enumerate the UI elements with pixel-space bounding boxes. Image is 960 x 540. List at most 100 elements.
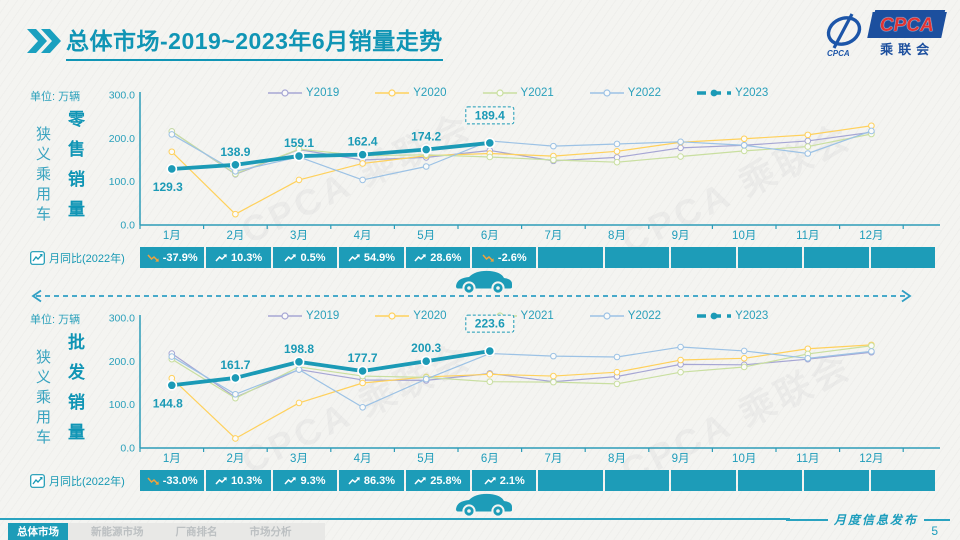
y-tick-label: 300.0 <box>109 90 135 102</box>
legend-item-Y2022: Y2022 <box>589 87 661 99</box>
unit-label: 单位: 万辆 <box>30 91 81 103</box>
yoy-cell <box>538 247 603 268</box>
x-tick-label: 8月 <box>608 230 626 242</box>
data-point-Y2020 <box>232 210 239 218</box>
yoy-cell: -37.9% <box>140 247 205 268</box>
data-point-Y2021 <box>486 153 494 161</box>
chart-legend: Y2019 Y2020 Y2021 Y2022 Y2023 <box>268 87 768 99</box>
yoy-label: 月同比(2022年) <box>49 252 125 265</box>
data-point-Y2021 <box>613 380 621 388</box>
data-point-Y2019 <box>804 137 812 145</box>
data-point-Y2022 <box>613 140 621 148</box>
data-point-Y2023 <box>357 149 368 161</box>
trend-up-icon <box>484 476 496 484</box>
yoy-cell <box>604 247 670 268</box>
x-tick-label: 9月 <box>672 453 690 465</box>
x-tick-label: 6月 <box>481 453 499 465</box>
data-label: 144.8 <box>153 396 183 410</box>
data-label: 174.2 <box>411 130 441 144</box>
data-point-Y2021 <box>677 153 684 160</box>
measure-vertical-label: 批发销量 <box>65 333 84 453</box>
data-label: 198.8 <box>284 342 314 356</box>
data-point-Y2021 <box>550 378 557 386</box>
legend-swatch <box>482 89 517 97</box>
yoy-value: -37.9% <box>162 251 198 264</box>
data-label: 200.3 <box>411 341 441 355</box>
yoy-cell <box>804 247 869 268</box>
trend-down-icon <box>147 477 159 485</box>
data-point-Y2022 <box>868 348 875 355</box>
yoy-cell <box>671 470 736 491</box>
legend-label: Y2019 <box>306 87 340 99</box>
trend-chart-icon <box>30 473 45 488</box>
y-tick-label: 0.0 <box>120 220 135 232</box>
legend-label: Y2021 <box>520 87 554 99</box>
data-label: 162.4 <box>348 135 378 149</box>
legend-label: Y2023 <box>735 87 769 99</box>
cpca-logo: CPCA CPCA 乘联会 <box>821 11 947 59</box>
data-point-Y2023 <box>484 137 496 149</box>
trend-down-icon <box>147 254 159 262</box>
series-line-Y2021 <box>171 345 872 399</box>
x-tick-label: 6月 <box>481 230 499 242</box>
category-vertical-label: 狭义乘用车 <box>34 349 51 449</box>
data-point-Y2022 <box>613 353 621 361</box>
yoy-value: 28.6% <box>430 251 462 264</box>
data-point-Y2020 <box>168 148 176 156</box>
logo-brand-cn: 乘联会 <box>880 42 935 57</box>
page-number: 5 <box>931 524 938 538</box>
x-tick-label: 4月 <box>354 453 372 465</box>
x-tick-label: 4月 <box>354 230 372 242</box>
footer-tab-总体市场[interactable]: 总体市场 <box>8 523 68 540</box>
cpca-emblem-icon: CPCA <box>826 13 862 58</box>
yoy-cell: 10.3% <box>206 470 271 491</box>
footer-tab-市场分析[interactable]: 市场分析 <box>249 526 292 538</box>
footer-tab-新能源市场[interactable]: 新能源市场 <box>91 526 144 538</box>
y-tick-label: 200.0 <box>109 133 135 145</box>
yoy-cell: -33.0% <box>140 470 205 491</box>
data-point-Y2023 <box>166 379 178 391</box>
x-tick-label: 9月 <box>672 230 690 242</box>
data-label: 129.3 <box>153 180 183 194</box>
data-label: 159.1 <box>284 136 314 150</box>
x-tick-label: 1月 <box>163 453 181 465</box>
legend-swatch <box>375 312 410 320</box>
yoy-cell: 9.3% <box>272 470 338 491</box>
data-point-Y2022 <box>550 352 557 360</box>
yoy-value: -33.0% <box>162 474 198 487</box>
legend-label: Y2020 <box>413 310 447 322</box>
data-point-Y2022 <box>740 141 748 149</box>
data-point-Y2020 <box>613 148 621 155</box>
trend-up-icon <box>284 476 297 484</box>
x-tick-label: 10月 <box>732 453 756 465</box>
data-point-Y2023 <box>420 355 432 367</box>
legend-swatch <box>697 312 732 320</box>
legend-swatch <box>697 89 732 97</box>
legend-label: Y2021 <box>520 310 554 322</box>
data-point-Y2023 <box>229 372 241 384</box>
legend-swatch <box>589 89 624 97</box>
legend-item-Y2020: Y2020 <box>375 87 447 99</box>
data-point-Y2022 <box>550 142 557 150</box>
footer-tab-厂商排名[interactable]: 厂商排名 <box>175 526 218 538</box>
x-tick-label: 11月 <box>796 453 819 465</box>
yoy-cell <box>870 470 935 491</box>
data-point-Y2020 <box>740 355 748 362</box>
legend-item-Y2021: Y2021 <box>482 87 554 99</box>
x-tick-label: 3月 <box>290 453 308 465</box>
yoy-cell <box>538 470 603 491</box>
data-point-Y2020 <box>550 372 557 380</box>
retail-line-chart: 300.0 200.0 100.0 0.0 1月 2月 3月 4月 5月 6月 7月 8月 9月 10月 1… <box>109 90 940 242</box>
data-point-Y2019 <box>677 144 684 152</box>
x-tick-label: 1月 <box>163 230 181 242</box>
yoy-cell: 86.3% <box>339 470 404 491</box>
yoy-cell <box>737 470 803 491</box>
category-vertical-label: 狭义乘用车 <box>34 126 51 226</box>
data-point-Y2020 <box>295 176 303 184</box>
data-point-Y2022 <box>359 176 366 184</box>
trend-down-icon <box>482 254 494 262</box>
x-tick-label: 12月 <box>859 453 883 465</box>
series-line-Y2022 <box>171 346 872 408</box>
yoy-cell: 10.3% <box>206 247 271 268</box>
yoy-cells: -37.9% 10.3% 0.5% 54.9% 28.6% -2.6% <box>140 247 935 268</box>
